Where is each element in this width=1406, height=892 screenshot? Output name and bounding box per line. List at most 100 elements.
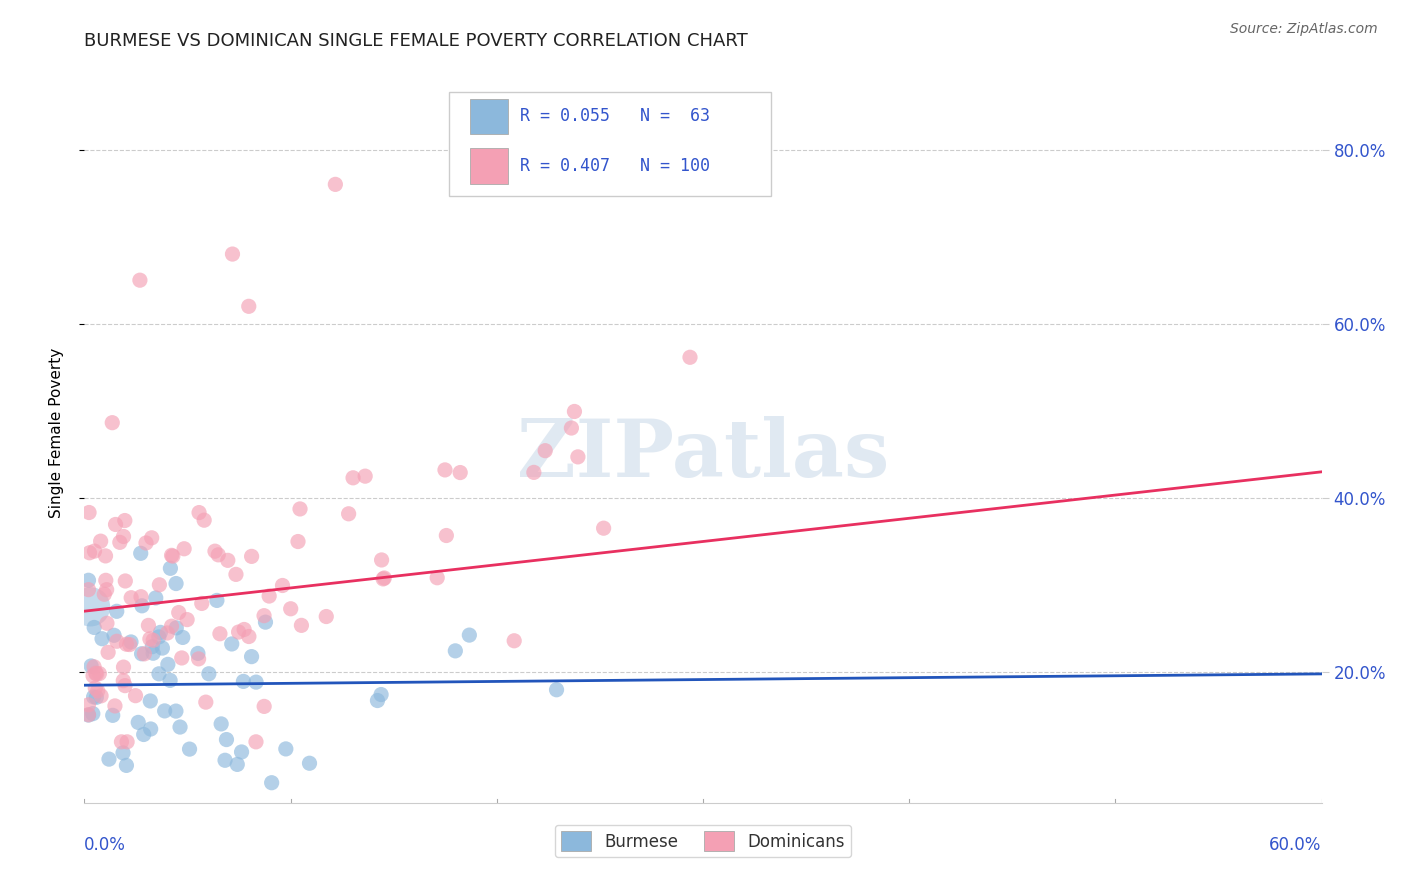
- Point: [342, 471, 364, 485]
- Point: [79, 546, 101, 560]
- Point: [426, 571, 449, 585]
- Point: [129, 590, 152, 604]
- Point: [449, 466, 471, 480]
- Point: [162, 549, 184, 563]
- Point: [523, 466, 546, 480]
- Point: [373, 572, 395, 586]
- Point: [232, 674, 254, 689]
- Point: [198, 666, 221, 681]
- Point: [274, 742, 297, 756]
- Point: [679, 351, 702, 365]
- Point: [170, 651, 193, 665]
- Point: [271, 578, 294, 592]
- Point: [245, 735, 267, 749]
- Point: [79, 599, 101, 614]
- Point: [114, 574, 136, 588]
- Point: [253, 608, 276, 623]
- Point: [83, 690, 105, 704]
- Point: [165, 704, 187, 718]
- Point: [77, 708, 100, 723]
- Point: [77, 574, 100, 588]
- Point: [298, 756, 321, 771]
- Point: [77, 506, 100, 520]
- Point: [231, 745, 253, 759]
- Point: [105, 634, 128, 648]
- Point: [254, 615, 277, 629]
- Point: [104, 698, 127, 713]
- Point: [134, 647, 156, 661]
- Point: [139, 722, 162, 736]
- Point: [139, 632, 162, 646]
- Point: [187, 652, 209, 666]
- Text: 60.0%: 60.0%: [1270, 836, 1322, 855]
- Point: [173, 541, 195, 556]
- Point: [193, 513, 215, 527]
- Point: [104, 517, 127, 532]
- Point: [77, 707, 100, 722]
- Point: [101, 708, 124, 723]
- Point: [194, 695, 217, 709]
- Point: [153, 704, 176, 718]
- Point: [160, 549, 183, 563]
- Point: [101, 416, 124, 430]
- Point: [156, 626, 179, 640]
- Point: [238, 630, 260, 644]
- Text: 0.0%: 0.0%: [84, 836, 127, 855]
- Point: [592, 521, 614, 535]
- Point: [105, 604, 128, 618]
- Point: [228, 625, 250, 640]
- Point: [94, 549, 117, 563]
- Point: [371, 805, 394, 819]
- Point: [90, 689, 112, 703]
- Point: [141, 531, 163, 545]
- Point: [149, 625, 172, 640]
- Point: [260, 775, 283, 789]
- Point: [138, 618, 160, 632]
- Point: [90, 534, 112, 549]
- Point: [165, 621, 187, 635]
- Point: [354, 469, 377, 483]
- Point: [221, 637, 243, 651]
- Point: [221, 247, 243, 261]
- Point: [240, 649, 263, 664]
- Point: [280, 601, 302, 615]
- Point: [77, 698, 100, 712]
- Point: [176, 613, 198, 627]
- Point: [108, 535, 131, 549]
- Point: [156, 657, 179, 672]
- Point: [160, 619, 183, 633]
- Point: [288, 502, 311, 516]
- Point: [434, 528, 457, 542]
- Point: [97, 645, 120, 659]
- Point: [80, 659, 103, 673]
- Point: [567, 450, 589, 464]
- Point: [132, 727, 155, 741]
- Point: [142, 646, 165, 660]
- Point: [159, 561, 181, 575]
- Point: [96, 616, 118, 631]
- Point: [217, 553, 239, 567]
- Point: [546, 682, 568, 697]
- Point: [86, 690, 108, 705]
- Point: [142, 633, 165, 648]
- Point: [148, 630, 170, 644]
- Point: [103, 628, 125, 642]
- Point: [150, 641, 173, 656]
- Point: [84, 666, 107, 681]
- Legend: Burmese, Dominicans: Burmese, Dominicans: [555, 825, 851, 857]
- Point: [120, 635, 142, 649]
- Point: [290, 618, 312, 632]
- Point: [534, 443, 557, 458]
- Text: Source: ZipAtlas.com: Source: ZipAtlas.com: [1230, 22, 1378, 37]
- Point: [115, 758, 138, 772]
- Point: [191, 596, 214, 610]
- Point: [257, 589, 280, 603]
- Point: [337, 507, 360, 521]
- Point: [458, 628, 481, 642]
- Point: [120, 591, 142, 605]
- Point: [179, 742, 201, 756]
- Point: [225, 567, 247, 582]
- Point: [204, 544, 226, 558]
- Point: [215, 732, 238, 747]
- Point: [253, 699, 276, 714]
